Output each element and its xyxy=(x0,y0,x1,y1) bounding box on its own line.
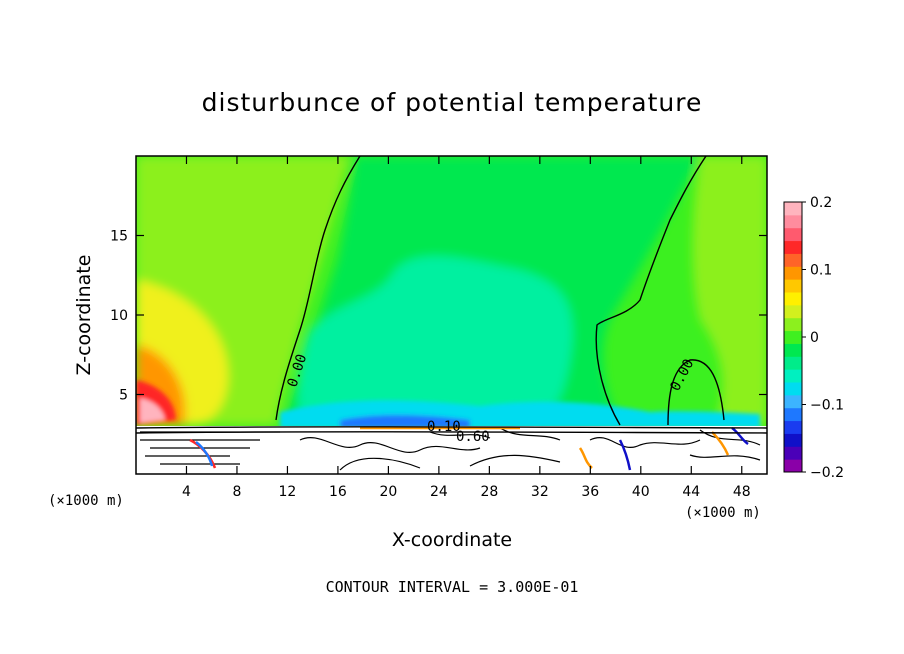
x-tick-label: 12 xyxy=(279,484,297,500)
colorbar-swatch xyxy=(784,459,802,473)
zero-contours xyxy=(136,156,767,434)
x-tick-label: 24 xyxy=(430,484,448,500)
y-tick-label: 10 xyxy=(110,308,128,324)
axis-ticks xyxy=(136,156,767,474)
colorbar-swatch xyxy=(784,330,802,344)
colorbar-swatch xyxy=(784,407,802,422)
colorbar-swatch xyxy=(784,266,802,280)
colorbar-swatch xyxy=(784,227,802,242)
colorbar-swatch xyxy=(784,420,802,434)
colorbar-tick-label: −0.1 xyxy=(810,398,844,414)
colorbar-tick-label: 0.1 xyxy=(810,263,832,279)
colorbar-swatch xyxy=(784,202,802,216)
surface-contour xyxy=(136,426,767,429)
x-tick-label: 36 xyxy=(581,484,599,500)
contour-interval-footer: CONTOUR INTERVAL = 3.000E-01 xyxy=(326,578,579,596)
surface-contour-2 xyxy=(136,431,767,434)
contour-field xyxy=(136,156,767,474)
x-tick-label: 20 xyxy=(379,484,397,500)
colorbar-swatch xyxy=(784,317,802,332)
colorbar-swatch xyxy=(784,369,802,383)
colorbar-swatch xyxy=(784,446,802,460)
x-tick-label: 8 xyxy=(232,484,241,500)
colorbar-swatch xyxy=(784,253,802,267)
colorbar-tick-label: −0.2 xyxy=(810,465,844,481)
colorbar-swatch xyxy=(784,343,802,357)
colorbar xyxy=(783,201,806,473)
colorbar-swatch xyxy=(784,382,802,396)
y-tick-label: 5 xyxy=(119,388,128,404)
colorbar-swatch xyxy=(784,356,802,370)
x-tick-label: 40 xyxy=(632,484,650,500)
zero-contour-right xyxy=(595,156,707,426)
zero-contour-left xyxy=(275,156,361,421)
x-tick-label: 4 xyxy=(182,484,191,500)
zero-contour-right-inner xyxy=(667,359,725,426)
y-axis-label: Z-coordinate xyxy=(73,255,95,376)
field-region-right-of-center xyxy=(692,156,767,425)
x-axis-label: X-coordinate xyxy=(392,529,512,551)
colorbar-tick-labels: 0.2 0.1 0 −0.1 −0.2 xyxy=(810,195,844,481)
contour-label-surface-2: 0.10 xyxy=(427,419,461,435)
colorbar-tick-label: 0.2 xyxy=(810,195,832,211)
colorbar-swatch xyxy=(784,394,802,409)
boundary-layer-color-patches xyxy=(189,426,749,471)
lower-boundary-layer xyxy=(136,426,767,474)
x-tick-label: 48 xyxy=(733,484,751,500)
x-tick-label: 28 xyxy=(480,484,498,500)
x-unit-right: (×1000 m) xyxy=(685,505,761,521)
x-tick-label: 16 xyxy=(329,484,347,500)
field-region-left-max xyxy=(140,398,165,423)
field-region-central-cool xyxy=(298,256,573,425)
field-region-surface-coldest xyxy=(340,415,470,428)
colorbar-swatch xyxy=(784,240,802,254)
x-tick-label: 32 xyxy=(531,484,549,500)
x-unit-left: (×1000 m) xyxy=(48,493,124,509)
colorbar-swatch xyxy=(784,292,802,306)
chart-title: disturbunce of potential temperature xyxy=(202,88,703,117)
colorbar-swatch xyxy=(784,279,802,293)
y-tick-label: 15 xyxy=(110,229,128,245)
colorbar-swatch xyxy=(784,433,802,447)
x-tick-label: 44 xyxy=(682,484,700,500)
contour-label-surface: 0.60 xyxy=(456,429,490,445)
colorbar-swatch xyxy=(784,214,802,229)
colorbar-tick-label: 0 xyxy=(810,330,819,346)
colorbar-swatch xyxy=(784,304,802,319)
